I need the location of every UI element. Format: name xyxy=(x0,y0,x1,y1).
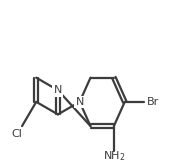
Text: N: N xyxy=(75,97,84,107)
Text: NH$_2$: NH$_2$ xyxy=(103,149,125,163)
Text: Br: Br xyxy=(146,97,159,107)
Text: Cl: Cl xyxy=(12,129,22,139)
Text: N: N xyxy=(54,85,62,95)
